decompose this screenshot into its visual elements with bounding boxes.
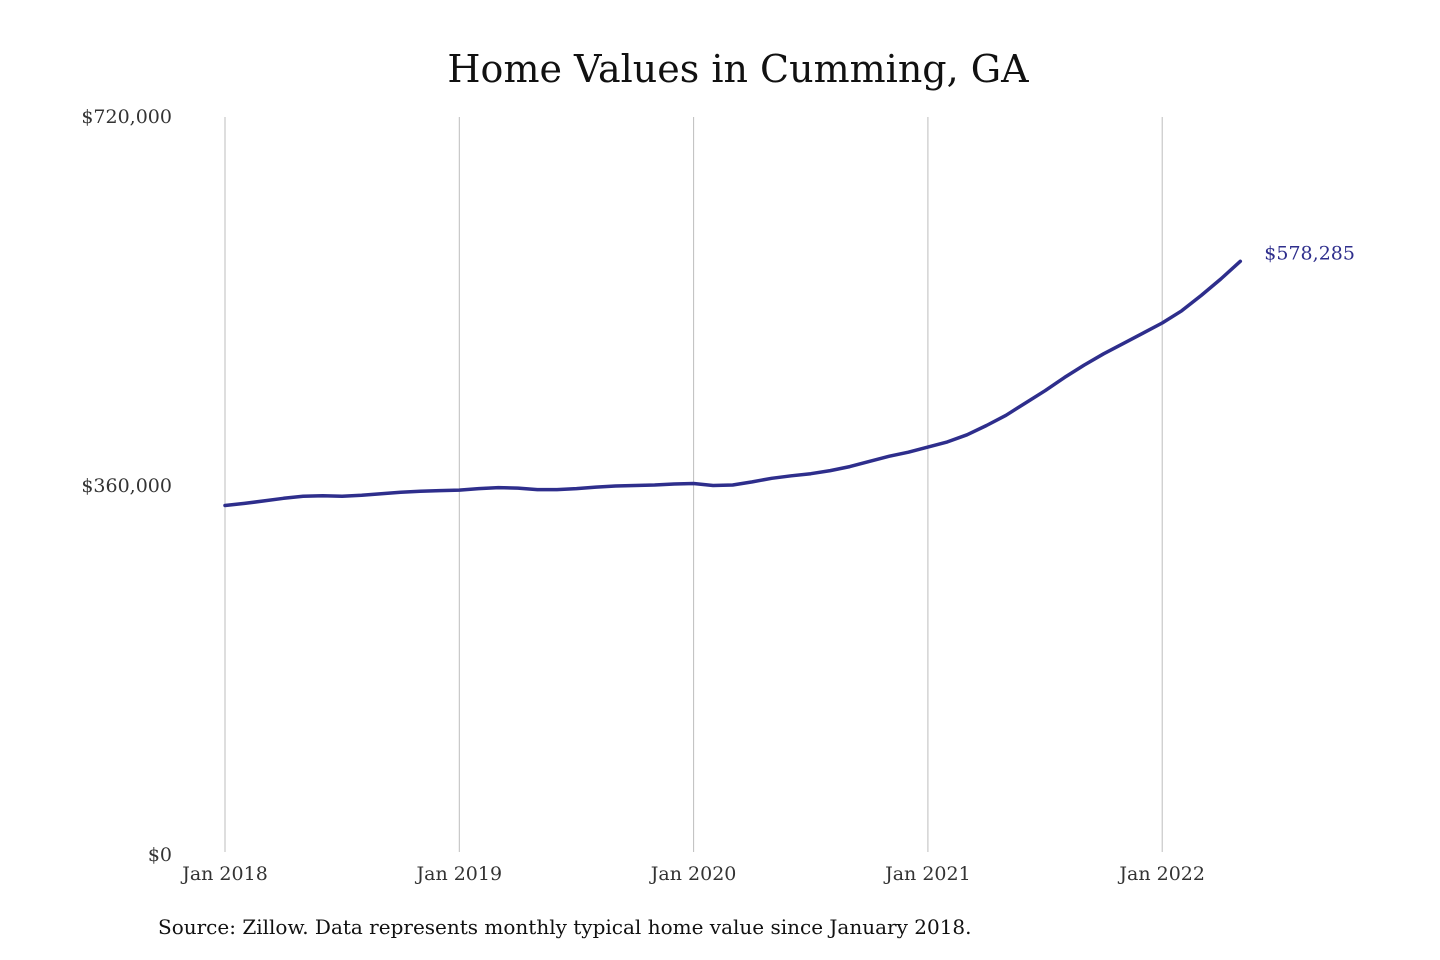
- x-tick-label: Jan 2018: [180, 863, 268, 885]
- chart-title: Home Values in Cumming, GA: [447, 47, 1029, 91]
- y-tick-label: $360,000: [81, 475, 172, 497]
- x-tick-label: Jan 2020: [649, 863, 737, 885]
- source-note: Source: Zillow. Data represents monthly …: [158, 915, 972, 939]
- x-axis-ticks: Jan 2018 Jan 2019 Jan 2020 Jan 2021 Jan 2022: [180, 863, 1205, 885]
- series-line: [223, 259, 1243, 508]
- y-tick-label: $0: [148, 844, 172, 866]
- y-axis-ticks: $0 $360,000 $720,000: [81, 106, 172, 866]
- y-tick-label: $720,000: [81, 106, 172, 128]
- x-tick-label: Jan 2021: [883, 863, 971, 885]
- x-tick-label: Jan 2022: [1117, 863, 1205, 885]
- annotation-layer: $578,285: [1264, 242, 1355, 264]
- x-tick-label: Jan 2019: [415, 863, 503, 885]
- series-layer: [223, 259, 1243, 508]
- end-value-label: $578,285: [1264, 242, 1355, 264]
